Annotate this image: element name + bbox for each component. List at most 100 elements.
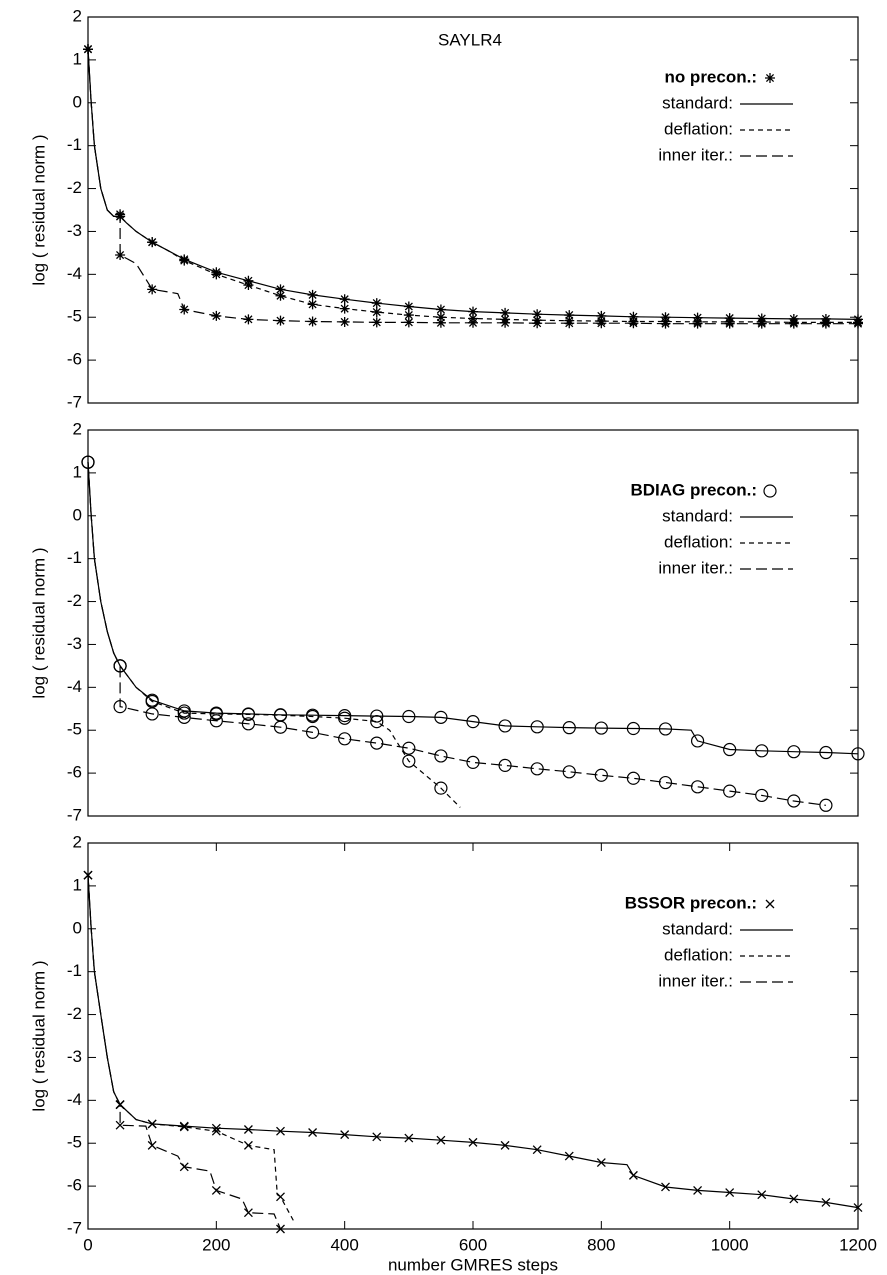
marker bbox=[276, 1192, 285, 1202]
legend-title: BDIAG precon.: bbox=[630, 480, 757, 499]
marker bbox=[787, 745, 801, 759]
marker-shape bbox=[532, 1145, 542, 1155]
marker bbox=[113, 700, 127, 714]
marker-shape bbox=[498, 719, 512, 733]
x-tick-label: 1200 bbox=[839, 1235, 877, 1254]
series-line bbox=[87, 49, 858, 325]
marker-shape bbox=[435, 304, 446, 315]
marker bbox=[819, 798, 833, 812]
marker bbox=[305, 725, 320, 739]
marker bbox=[371, 317, 382, 328]
marker-shape bbox=[113, 659, 127, 673]
marker-shape bbox=[338, 732, 352, 746]
marker bbox=[276, 1224, 285, 1234]
y-tick-label: -4 bbox=[67, 677, 82, 696]
marker bbox=[468, 306, 478, 317]
marker bbox=[532, 318, 543, 329]
marker bbox=[757, 1190, 767, 1200]
marker bbox=[787, 794, 801, 808]
x-tick-label: 200 bbox=[202, 1235, 230, 1254]
marker bbox=[243, 1140, 253, 1150]
marker bbox=[243, 1125, 253, 1134]
marker-shape bbox=[275, 290, 286, 301]
marker bbox=[853, 1203, 863, 1213]
marker-shape bbox=[498, 758, 512, 772]
marker-shape bbox=[787, 794, 801, 808]
legend-title: BSSOR precon.: bbox=[625, 893, 757, 912]
marker-shape bbox=[820, 318, 831, 329]
marker bbox=[83, 44, 93, 55]
marker bbox=[725, 1188, 735, 1197]
marker bbox=[660, 318, 671, 329]
marker bbox=[723, 784, 737, 798]
marker-shape bbox=[596, 318, 607, 329]
y-tick-label: -1 bbox=[67, 548, 82, 567]
marker bbox=[147, 284, 158, 295]
marker bbox=[658, 722, 673, 736]
y-tick-label: 2 bbox=[73, 419, 82, 438]
marker-shape bbox=[468, 317, 478, 328]
marker-shape bbox=[724, 318, 735, 329]
marker-shape bbox=[402, 741, 416, 755]
marker-shape bbox=[765, 899, 775, 909]
marker-shape bbox=[466, 755, 480, 769]
y-tick-label: -4 bbox=[67, 264, 82, 283]
marker bbox=[789, 1194, 799, 1204]
plot-frame bbox=[87, 429, 859, 817]
marker bbox=[819, 745, 833, 760]
legend-label: standard: bbox=[662, 506, 733, 525]
marker-shape bbox=[209, 707, 223, 721]
marker-shape bbox=[562, 721, 576, 735]
marker bbox=[564, 310, 575, 321]
marker-shape bbox=[723, 742, 737, 757]
marker-shape bbox=[211, 1185, 221, 1195]
marker-shape bbox=[305, 725, 320, 739]
marker-shape bbox=[276, 1224, 285, 1234]
y-tick-label: -7 bbox=[67, 1218, 82, 1237]
marker bbox=[594, 768, 608, 782]
x-axis-label: number GMRES steps bbox=[388, 1255, 558, 1274]
marker-shape bbox=[755, 788, 769, 803]
marker bbox=[241, 707, 256, 721]
marker-shape bbox=[307, 316, 318, 327]
legend-label: deflation: bbox=[664, 119, 733, 138]
marker bbox=[530, 720, 544, 734]
marker bbox=[821, 1197, 831, 1207]
marker-shape bbox=[435, 317, 446, 328]
marker bbox=[307, 299, 318, 310]
marker-shape bbox=[340, 1130, 350, 1140]
marker bbox=[113, 659, 127, 673]
marker bbox=[211, 269, 222, 280]
marker-shape bbox=[179, 304, 190, 315]
series-line bbox=[87, 462, 461, 808]
marker-shape bbox=[626, 721, 641, 736]
legend-label: inner iter.: bbox=[658, 558, 733, 577]
marker bbox=[115, 1100, 125, 1110]
y-tick-label: 2 bbox=[73, 832, 82, 851]
marker-shape bbox=[241, 707, 256, 721]
marker-shape bbox=[564, 310, 575, 321]
marker-shape bbox=[370, 715, 384, 729]
chart-title: SAYLR4 bbox=[438, 30, 502, 49]
marker-shape bbox=[564, 1151, 574, 1161]
y-tick-label: -6 bbox=[67, 350, 82, 369]
marker-shape bbox=[338, 711, 352, 725]
marker-shape bbox=[434, 781, 448, 795]
y-tick-label: -2 bbox=[67, 1004, 82, 1023]
marker bbox=[179, 1122, 189, 1132]
marker-shape bbox=[500, 307, 511, 318]
marker bbox=[628, 318, 639, 329]
marker-shape bbox=[851, 747, 865, 761]
marker-shape bbox=[403, 310, 414, 321]
marker-shape bbox=[562, 765, 576, 779]
marker bbox=[466, 715, 480, 729]
marker bbox=[763, 484, 777, 498]
marker-shape bbox=[81, 455, 95, 469]
marker bbox=[498, 758, 512, 772]
y-axis-label: log ( residual norm ) bbox=[29, 547, 48, 698]
marker-shape bbox=[692, 318, 703, 329]
marker bbox=[434, 710, 448, 724]
marker-shape bbox=[435, 312, 446, 323]
y-tick-label: 1 bbox=[73, 875, 82, 894]
marker-shape bbox=[693, 1185, 703, 1195]
